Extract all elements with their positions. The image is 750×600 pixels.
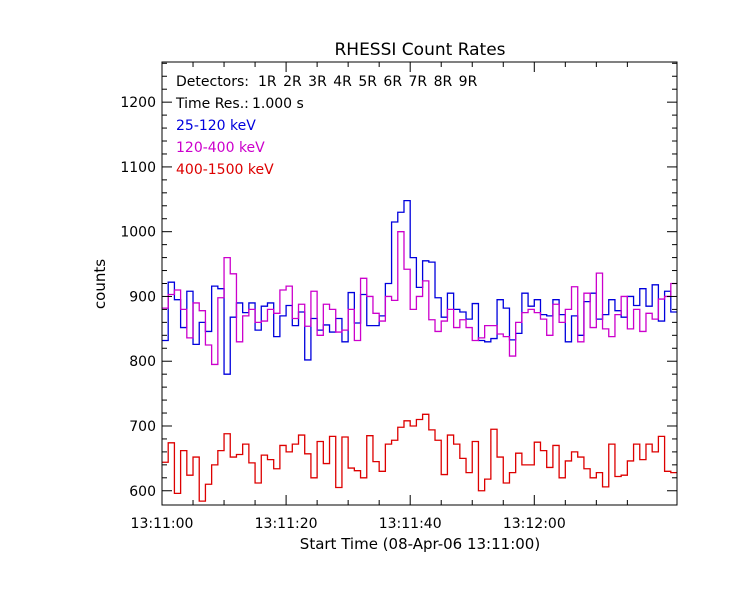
legend-400-1500-kev: 400-1500 keV (176, 162, 274, 178)
y-tick-label: 900 (129, 289, 156, 305)
series-line-120-400-kev (162, 231, 677, 366)
x-tick-label: 13:11:00 (131, 516, 194, 532)
detectors-list: 1R 2R 3R 4R 5R 6R 7R 8R 9R (258, 74, 478, 90)
y-tick-label: 800 (129, 354, 156, 370)
annotation-block: Detectors: 1R 2R 3R 4R 5R 6R 7R 8R 9R Ti… (175, 74, 478, 178)
chart-title: RHESSI Count Rates (334, 40, 505, 60)
series-line-25-120-kev (162, 199, 677, 375)
y-tick-label: 700 (129, 419, 156, 435)
series-line-400-1500-kev (162, 413, 677, 502)
x-tick-label: 13:12:00 (503, 516, 566, 532)
y-axis-label: counts (91, 259, 109, 309)
y-tick-label: 1000 (120, 225, 156, 241)
x-tick-label: 13:11:40 (379, 516, 442, 532)
series-layer (162, 199, 677, 502)
legend-25-120-kev: 25-120 keV (176, 118, 256, 134)
x-tick-label: 13:11:20 (255, 516, 318, 532)
y-tick-label: 1100 (120, 160, 156, 176)
x-axis-label: Start Time (08-Apr-06 13:11:00) (300, 535, 540, 553)
axes-layer: 600 700 800 900 1000 1100 1200 13:11:00 13:11:20… (120, 62, 677, 532)
y-tick-label: 1200 (120, 95, 156, 111)
time-res-value: 1.000 s (252, 96, 304, 112)
time-res-label: Time Res.: (175, 96, 249, 112)
legend-120-400-kev: 120-400 keV (176, 140, 265, 156)
detectors-label: Detectors: (176, 74, 249, 90)
y-tick-label: 600 (129, 484, 156, 500)
